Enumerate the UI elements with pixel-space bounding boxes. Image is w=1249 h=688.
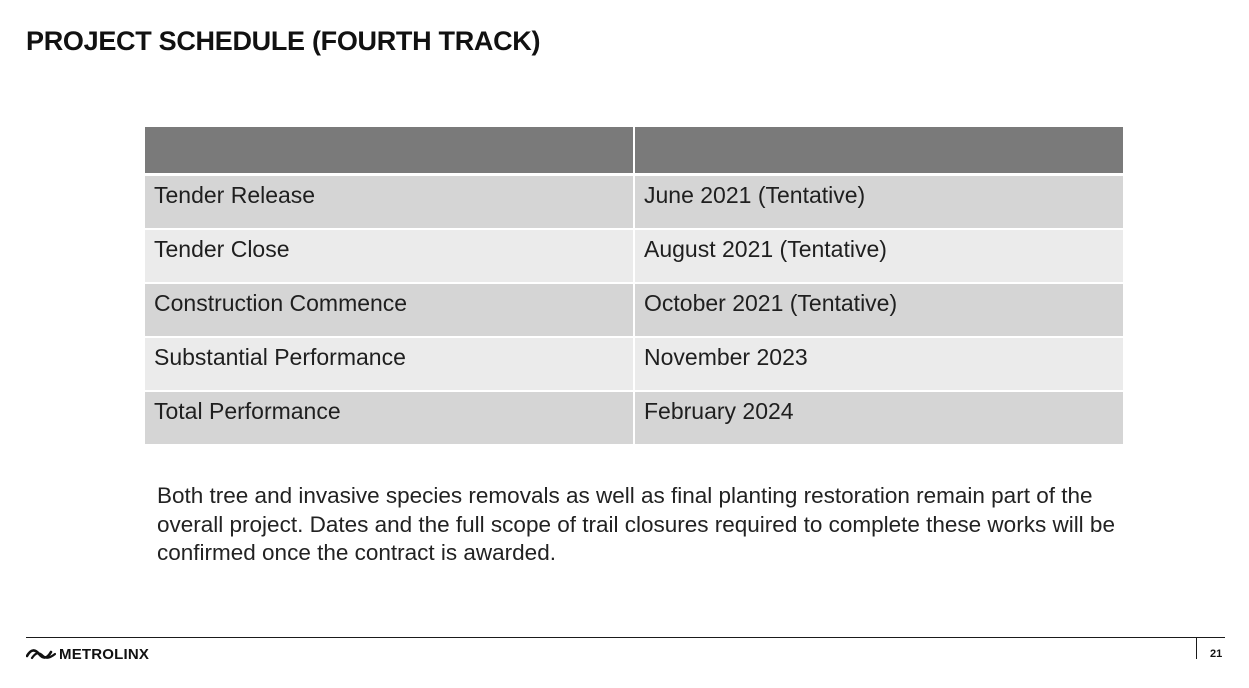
page-number-divider	[1196, 637, 1197, 659]
table-row: Tender Close August 2021 (Tentative)	[145, 228, 1123, 284]
table-header-row	[145, 127, 1123, 176]
date-cell: August 2021 (Tentative)	[634, 228, 1123, 284]
date-cell: October 2021 (Tentative)	[634, 282, 1123, 338]
page-number: 21	[1210, 648, 1223, 660]
milestone-cell: Total Performance	[145, 390, 635, 446]
table-row: Total Performance February 2024	[145, 390, 1123, 446]
header-cell-date	[634, 127, 1123, 176]
date-cell: February 2024	[634, 390, 1123, 446]
date-cell: June 2021 (Tentative)	[634, 174, 1123, 230]
milestone-cell: Substantial Performance	[145, 336, 635, 392]
logo-wordmark: METROLINX	[59, 645, 150, 663]
metrolinx-wave-icon	[26, 649, 56, 660]
header-cell-milestone	[145, 127, 635, 176]
milestone-cell: Tender Release	[145, 174, 635, 230]
schedule-table: Tender Release June 2021 (Tentative) Ten…	[145, 127, 1123, 446]
milestone-cell: Construction Commence	[145, 282, 635, 338]
table-row: Tender Release June 2021 (Tentative)	[145, 174, 1123, 230]
milestone-cell: Tender Close	[145, 228, 635, 284]
schedule-note: Both tree and invasive species removals …	[157, 483, 1115, 565]
footer-divider	[26, 637, 1225, 638]
metrolinx-logo: METROLINX	[26, 645, 150, 663]
table-row: Construction Commence October 2021 (Tent…	[145, 282, 1123, 338]
date-cell: November 2023	[634, 336, 1123, 392]
slide-title: PROJECT SCHEDULE (FOURTH TRACK)	[26, 26, 541, 56]
table-row: Substantial Performance November 2023	[145, 336, 1123, 392]
